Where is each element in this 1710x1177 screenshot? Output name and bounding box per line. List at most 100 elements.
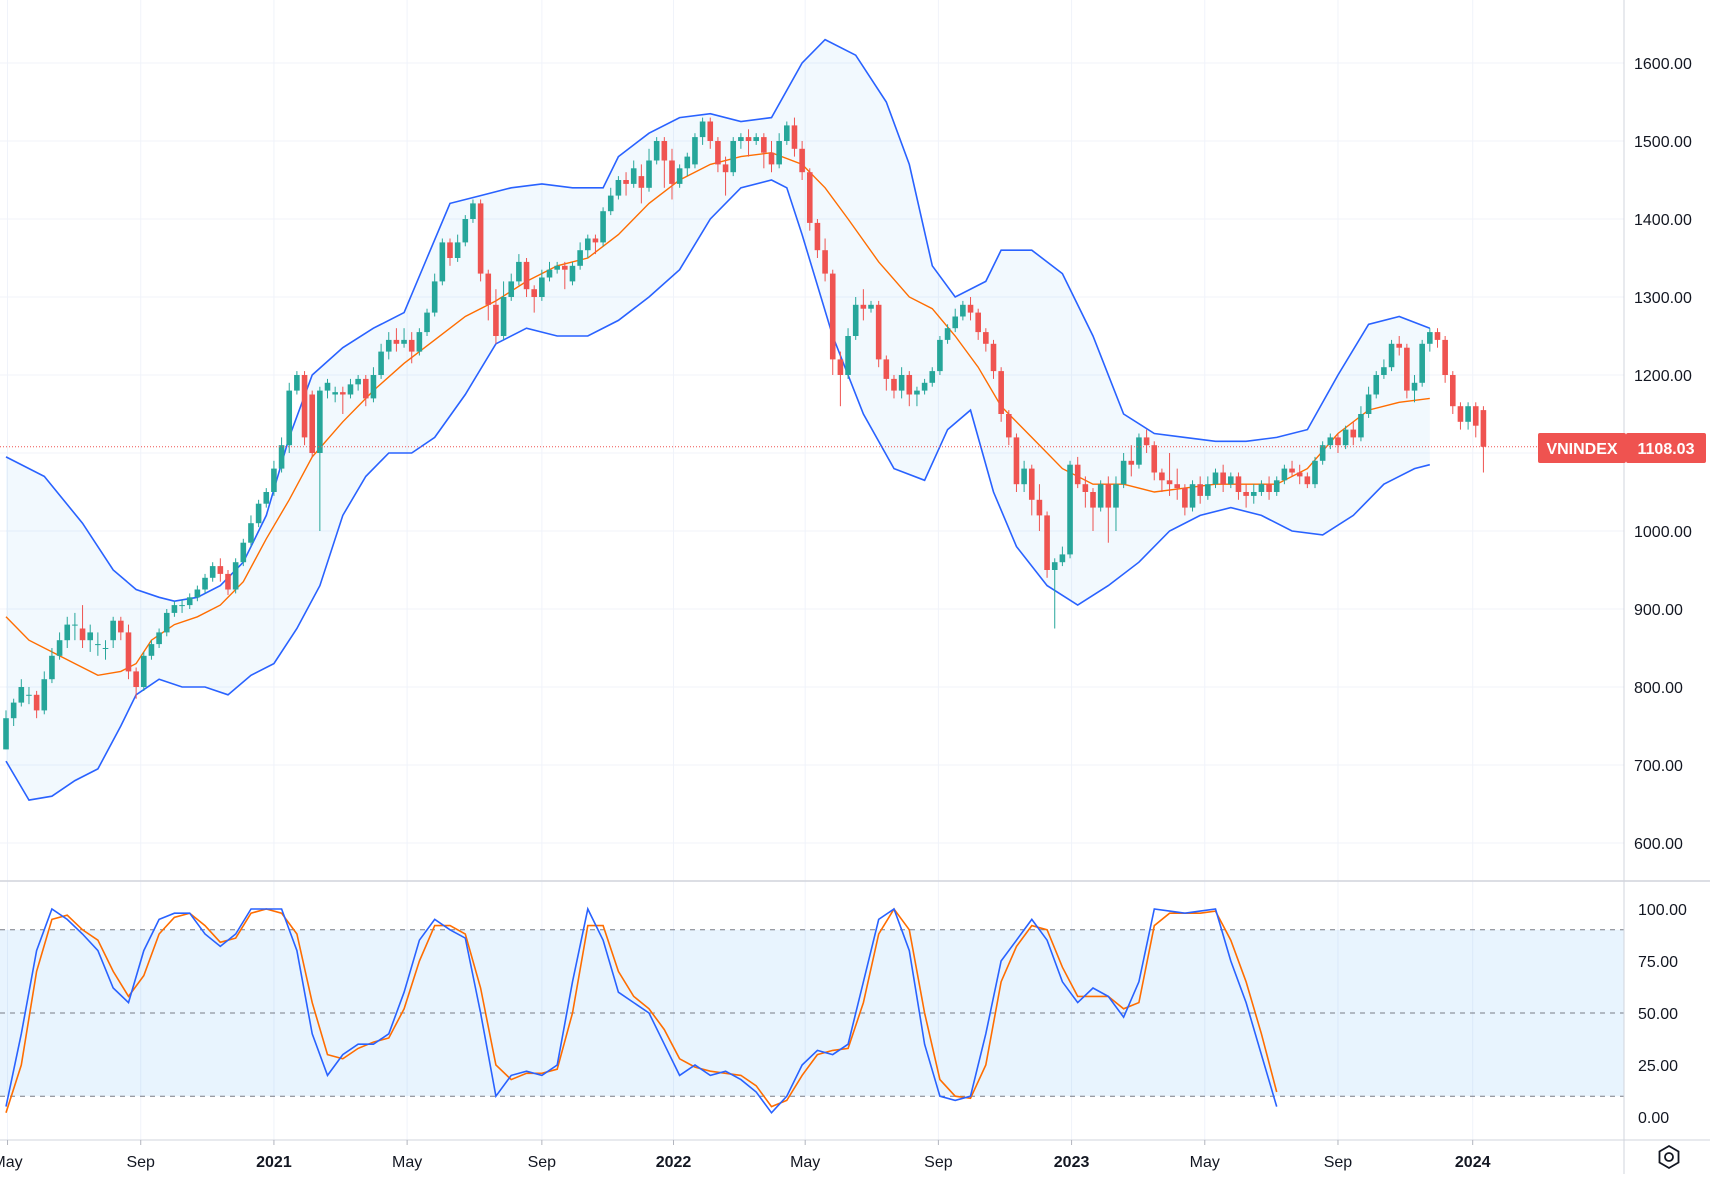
candle-body: [1411, 382, 1418, 391]
candle-body: [26, 694, 32, 696]
candle-body: [937, 339, 943, 372]
candle-body: [1228, 476, 1234, 485]
candle-body: [799, 148, 805, 173]
candle-body: [393, 339, 400, 344]
candle-body: [255, 503, 262, 524]
price-tick-label: 1000.00: [1634, 524, 1692, 541]
candle-body: [385, 339, 392, 352]
candle-body: [1335, 437, 1341, 446]
candle-body: [707, 121, 714, 141]
candle-body: [1159, 472, 1165, 481]
symbol-tag-bg: [1538, 433, 1626, 463]
candle-body: [1388, 343, 1395, 368]
candle-body: [1051, 562, 1058, 570]
candle-body: [424, 312, 430, 333]
time-tick-label: Sep: [1324, 1154, 1353, 1171]
candle-body: [240, 542, 247, 563]
price-tick-label: 1600.00: [1634, 56, 1692, 73]
candle-body: [837, 359, 844, 375]
candle-body: [248, 523, 254, 543]
candle-body: [1090, 492, 1096, 508]
candle-body: [1273, 480, 1280, 492]
candle-body: [967, 304, 974, 313]
candle-body: [1120, 460, 1127, 485]
candle-body: [340, 392, 346, 395]
candle-body: [615, 180, 622, 196]
candle-body: [1212, 472, 1219, 485]
candle-body: [1143, 437, 1150, 446]
candle-body: [1365, 394, 1372, 414]
candle-body: [301, 375, 308, 438]
candle-body: [921, 382, 928, 391]
candle-body: [600, 211, 606, 243]
candle-body: [1067, 464, 1073, 555]
candle-body: [906, 375, 913, 395]
candle-body: [454, 242, 461, 258]
candle-body: [1342, 429, 1349, 446]
candle-body: [1472, 406, 1479, 426]
candle-body: [87, 632, 94, 641]
candle-body: [1404, 347, 1410, 391]
candle-body: [278, 445, 285, 469]
last-price-tag: VNINDEX 1108.03: [1538, 433, 1706, 463]
candle-body: [868, 304, 874, 309]
candle-body: [1013, 437, 1020, 485]
candle-body: [95, 644, 101, 646]
candle-body: [1296, 472, 1303, 477]
candle-body: [1113, 484, 1119, 508]
candle-body: [171, 605, 178, 613]
symbol-tag: VNINDEX: [1546, 441, 1617, 458]
candle-body: [79, 628, 86, 641]
chart-settings-button[interactable]: [1654, 1142, 1684, 1172]
candle-body: [814, 222, 821, 251]
candle-body: [1419, 343, 1425, 383]
candle-body: [623, 180, 629, 184]
candle-body: [33, 694, 40, 711]
candle-body: [1151, 445, 1158, 473]
candle-body: [1373, 375, 1380, 395]
bollinger-upper-line: [5, 38, 1431, 603]
candle-body: [676, 168, 683, 184]
time-tick-label: 2021: [256, 1154, 292, 1171]
candle-body: [607, 195, 614, 212]
candle-body: [852, 304, 859, 336]
candle-body: [661, 141, 668, 161]
candle-body: [554, 265, 560, 270]
candle-body: [1289, 468, 1295, 473]
candle-body: [1097, 484, 1104, 508]
candle-body: [684, 156, 691, 169]
candle-body: [18, 687, 25, 703]
candle-body: [1220, 472, 1226, 485]
candle-body: [998, 371, 1004, 414]
stoch-tick-label: 0.00: [1638, 1110, 1669, 1127]
price-tick-label: 1400.00: [1634, 212, 1692, 229]
candle-body: [3, 718, 9, 750]
candle-body: [462, 219, 469, 243]
candle-body: [569, 265, 576, 282]
time-tick-label: Sep: [924, 1154, 953, 1171]
candle-body: [1074, 464, 1081, 485]
candle-body: [860, 304, 867, 309]
candle-body: [1442, 339, 1448, 375]
candle-body: [715, 141, 721, 165]
stoch-d-line: [5, 907, 1278, 1114]
candle-body: [186, 597, 193, 606]
candle-body: [776, 141, 782, 165]
last-price-tag-bg: [1626, 433, 1706, 463]
candle-body: [508, 281, 515, 297]
candle-body: [845, 336, 851, 375]
candle-body: [983, 332, 989, 344]
bollinger-bands: [5, 38, 1431, 801]
time-tick-label: May: [1190, 1154, 1220, 1171]
candle-body: [1128, 460, 1135, 465]
candle-body: [646, 160, 652, 188]
candle-body: [148, 644, 155, 656]
candle-body: [784, 125, 790, 141]
candle-body: [929, 371, 936, 383]
candle-body: [477, 203, 484, 274]
time-tick-label: May: [0, 1154, 23, 1171]
candle-body: [225, 573, 231, 590]
candle-body: [891, 378, 897, 391]
candle-body: [1105, 484, 1112, 508]
